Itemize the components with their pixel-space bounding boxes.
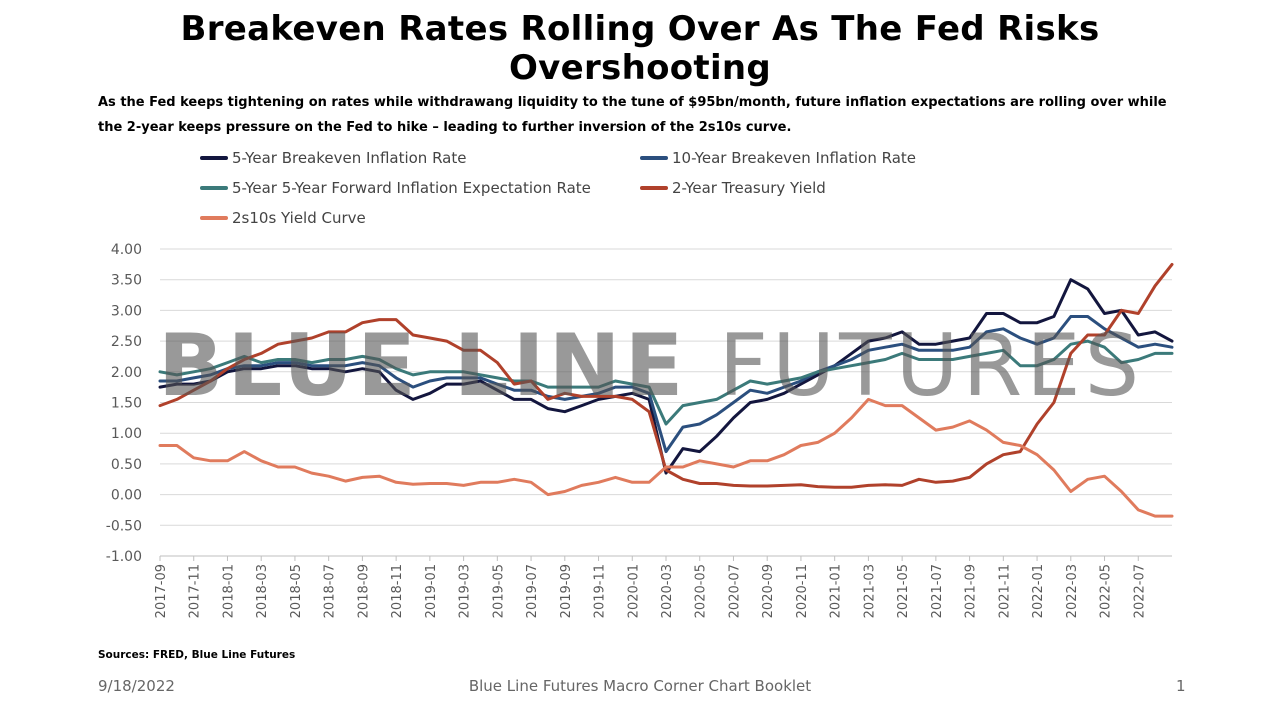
x-tick-label: 2022-01 <box>1031 564 1046 618</box>
watermark-logo: BLUE LINE FUTURES <box>158 316 1139 416</box>
x-tick-label: 2022-05 <box>1099 564 1114 618</box>
x-tick-label: 2021-11 <box>997 564 1012 618</box>
legend-item-fwd5y5y: 5-Year 5-Year Forward Inflation Expectat… <box>200 176 591 200</box>
x-tick-label: 2020-07 <box>727 564 742 618</box>
y-tick-label: 0.50 <box>111 457 142 473</box>
x-tick-label: 2018-01 <box>221 564 236 618</box>
x-tick-label: 2022-07 <box>1132 564 1147 618</box>
x-tick-label: 2019-09 <box>559 564 574 618</box>
legend-label-curve: 2s10s Yield Curve <box>232 209 366 227</box>
source-note: Sources: FRED, Blue Line Futures <box>98 649 296 661</box>
y-tick-label: 1.00 <box>111 426 142 442</box>
chart-legend: 5-Year Breakeven Inflation Rate 10-Year … <box>200 146 1000 236</box>
x-tick-label: 2017-09 <box>154 564 169 618</box>
footer-date: 9/18/2022 <box>98 677 175 695</box>
x-tick-label: 2019-01 <box>424 564 439 618</box>
x-tick-label: 2018-03 <box>255 564 270 618</box>
legend-item-ty2: 2-Year Treasury Yield <box>640 176 826 200</box>
x-tick-label: 2021-03 <box>862 564 877 618</box>
legend-item-be10: 10-Year Breakeven Inflation Rate <box>640 146 916 170</box>
watermark-light-text: FUTURES <box>687 316 1144 416</box>
chart-subtitle: As the Fed keeps tightening on rates whi… <box>98 95 1167 135</box>
x-tick-label: 2020-05 <box>694 564 709 618</box>
y-tick-label: 3.50 <box>111 273 142 289</box>
y-tick-label: 1.50 <box>111 396 142 412</box>
x-tick-label: 2019-07 <box>525 564 540 618</box>
x-tick-label: 2020-09 <box>761 564 776 618</box>
x-tick-label: 2020-01 <box>626 564 641 618</box>
y-tick-label: 3.00 <box>111 303 142 319</box>
legend-label-be5: 5-Year Breakeven Inflation Rate <box>232 149 467 167</box>
y-tick-label: 2.50 <box>111 334 142 350</box>
x-tick-label: 2017-11 <box>188 564 203 618</box>
y-tick-label: 2.00 <box>111 365 142 381</box>
legend-label-fwd5y5y: 5-Year 5-Year Forward Inflation Expectat… <box>232 179 591 197</box>
legend-label-ty2: 2-Year Treasury Yield <box>672 179 826 197</box>
x-tick-label: 2019-05 <box>491 564 506 618</box>
legend-swatch-fwd5y5y <box>200 186 228 190</box>
x-tick-label: 2021-05 <box>896 564 911 618</box>
legend-item-be5: 5-Year Breakeven Inflation Rate <box>200 146 466 170</box>
x-tick-label: 2018-09 <box>356 564 371 618</box>
legend-label-be10: 10-Year Breakeven Inflation Rate <box>672 149 917 167</box>
y-tick-label: 4.00 <box>111 242 142 258</box>
x-tick-label: 2019-11 <box>593 564 608 618</box>
series-line-ty2 <box>158 262 1174 489</box>
x-tick-label: 2021-09 <box>964 564 979 618</box>
legend-swatch-curve <box>200 216 228 220</box>
x-tick-label: 2022-03 <box>1065 564 1080 618</box>
x-tick-label: 2020-03 <box>660 564 675 618</box>
series-line-be10 <box>158 315 1174 454</box>
y-tick-label: -0.50 <box>106 518 142 534</box>
chart-title: Breakeven Rates Rolling Over As The Fed … <box>180 9 1100 88</box>
footer-page-number: 1 <box>1176 677 1186 695</box>
series-line-be5 <box>158 278 1174 475</box>
legend-swatch-be5 <box>200 156 228 160</box>
legend-swatch-ty2 <box>640 186 668 190</box>
x-tick-label: 2021-01 <box>829 564 844 618</box>
y-tick-label: -1.00 <box>106 549 142 565</box>
x-tick-label: 2019-03 <box>458 564 473 618</box>
x-tick-label: 2018-07 <box>323 564 338 618</box>
x-tick-label: 2018-11 <box>390 564 405 618</box>
footer-booklet-title: Blue Line Futures Macro Corner Chart Boo… <box>468 677 812 695</box>
series-line-fwd5y5y <box>158 339 1174 426</box>
x-tick-label: 2018-05 <box>289 564 304 618</box>
series-line-curve <box>158 397 1174 518</box>
legend-item-curve: 2s10s Yield Curve <box>200 206 366 230</box>
watermark-bold-text: BLUE LINE <box>158 316 688 416</box>
x-tick-label: 2020-11 <box>795 564 810 618</box>
legend-swatch-be10 <box>640 156 668 160</box>
y-tick-label: 0.00 <box>111 488 142 504</box>
x-tick-label: 2021-07 <box>930 564 945 618</box>
